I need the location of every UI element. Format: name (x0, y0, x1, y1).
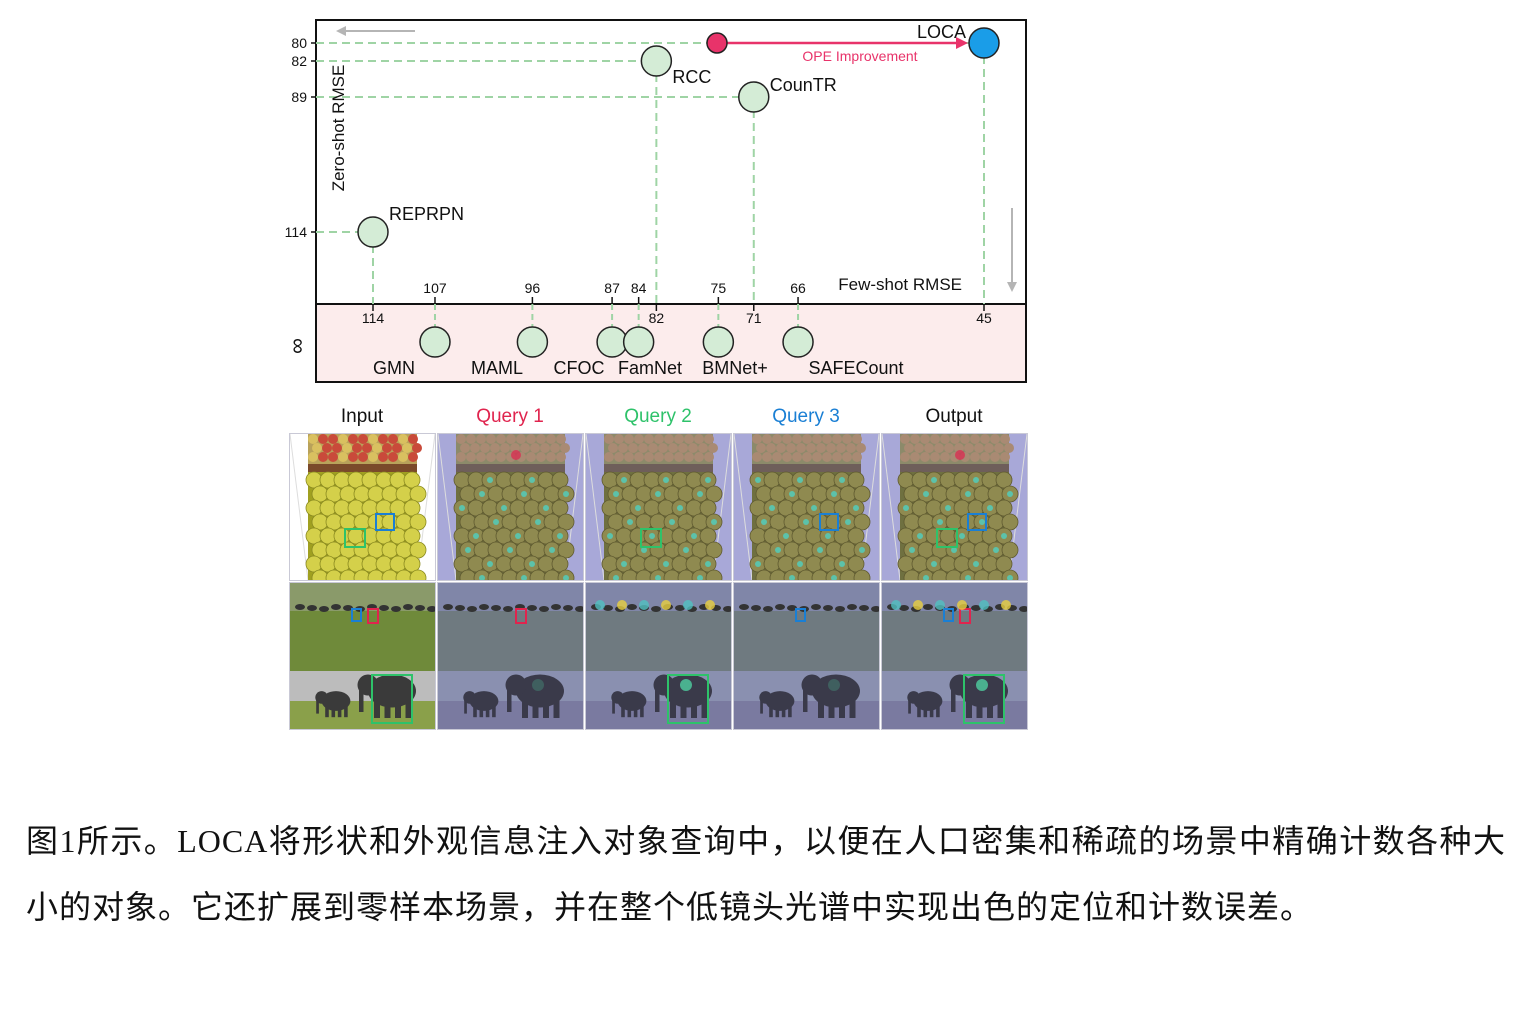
point-cfoc (596, 326, 628, 358)
y-tick-label-89: 89 (291, 89, 307, 105)
arrow-left-head (336, 26, 346, 36)
x-tick-label-bottom-3: 45 (976, 310, 992, 326)
x-axis-label: Few-shot RMSE (838, 275, 962, 294)
y-axis-label: Zero-shot RMSE (329, 65, 348, 192)
x-tick-label-top-5: 66 (790, 280, 806, 296)
point-bmnetplus (702, 326, 735, 358)
elephants-panel-4 (881, 582, 1028, 730)
apples-panel-4 (881, 433, 1028, 581)
x-tick-label-top-4: 75 (711, 280, 727, 296)
x-tick-label-top-1: 96 (525, 280, 541, 296)
point-rcc (640, 45, 673, 77)
rmse-chart: 80 82 89 114 Zero-shot RMSE ∞ Few-shot RMSE 107… (284, 19, 1027, 383)
ope-annotation: OPE Improvement (802, 48, 917, 64)
figure: 80 82 89 114 Zero-shot RMSE ∞ Few-shot RMSE 107… (284, 19, 1028, 730)
point-safecount (782, 326, 814, 358)
y-tick-label-114: 114 (285, 224, 308, 240)
panel-title-0: Input (340, 406, 384, 427)
elephants-panel-2 (585, 582, 732, 730)
point-label-maml: MAML (471, 358, 523, 378)
point-label-cfoc: CFOC (554, 358, 605, 378)
apples-panel-1 (437, 433, 584, 581)
point-famnet (622, 326, 655, 358)
point-label-countr: CounTR (770, 75, 837, 95)
y-tick-label-82: 82 (291, 53, 307, 69)
apples-panel-2 (585, 433, 732, 581)
point-gmn (419, 326, 451, 358)
ope-arrow-head (956, 37, 968, 49)
panel-title-1: Query 1 (476, 406, 544, 427)
point-label-loca: LOCA (917, 22, 966, 42)
x-tick-label-top-3: 84 (631, 280, 647, 296)
y-tick-label-80: 80 (291, 35, 307, 51)
plot-frame (315, 19, 1027, 383)
ope-start-point (706, 32, 728, 54)
panel-title-3: Query 3 (772, 406, 840, 427)
elephants-panel-1 (437, 582, 584, 730)
point-label-gmn: GMN (373, 358, 415, 378)
elephants-panel-0 (289, 582, 436, 730)
elephants-panel-3 (733, 582, 880, 730)
point-label-bmnetplus: BMNet+ (702, 358, 768, 378)
point-label-famnet: FamNet (618, 358, 682, 378)
point-countr (738, 81, 770, 113)
infinity-label: ∞ (284, 338, 309, 354)
point-reprpn (357, 216, 389, 248)
x-tick-label-bottom-1: 82 (649, 310, 665, 326)
point-loca (968, 27, 1000, 59)
point-label-reprpn: REPRPN (389, 204, 464, 224)
figure-caption: 图1所示。LOCA将形状和外观信息注入对象查询中，以便在人口密集和稀疏的场景中精… (26, 823, 1506, 925)
arrow-down-head (1007, 282, 1017, 292)
point-label-safecount: SAFECount (808, 358, 903, 378)
point-maml (516, 326, 549, 358)
apples-panel-3 (733, 433, 880, 581)
x-tick-label-top-0: 107 (423, 280, 447, 296)
point-label-rcc: RCC (672, 67, 711, 87)
x-tick-label-top-2: 87 (604, 280, 620, 296)
apples-panel-0 (289, 433, 436, 581)
x-tick-label-bottom-0: 114 (362, 310, 385, 326)
x-tick-label-bottom-2: 71 (746, 310, 762, 326)
panel-title-2: Query 2 (624, 406, 692, 427)
panel-title-4: Output (925, 406, 983, 427)
